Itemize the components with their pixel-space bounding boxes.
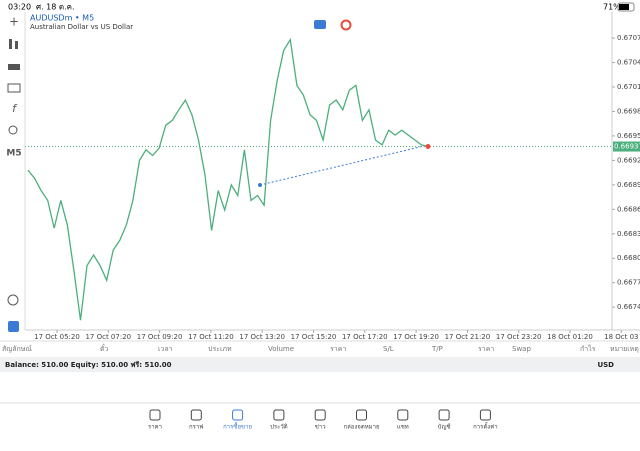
- chart-title: AUDUSDm • M5: [30, 14, 94, 23]
- tab-label[interactable]: ประวัติ: [270, 424, 288, 431]
- tab-icon[interactable]: [232, 409, 244, 421]
- status-battery: 71%: [603, 3, 621, 12]
- last-price-box: [613, 141, 640, 152]
- table-header: ราคา: [330, 345, 346, 353]
- table-header: หมายเหตุ: [610, 345, 639, 353]
- function-tool[interactable]: f: [12, 102, 18, 115]
- x-tick-label: 17 Oct 13:20: [239, 333, 285, 341]
- table-header: กำไร: [580, 344, 596, 353]
- chart-subtitle: Australian Dollar vs US Dollar: [30, 23, 133, 31]
- tab-label[interactable]: ข่าว: [315, 424, 326, 431]
- x-tick-label: 18 Oct 01:20: [547, 333, 593, 341]
- crosshair-tool[interactable]: +: [9, 15, 19, 29]
- table-header: ประเภท: [208, 345, 232, 353]
- objects-tool[interactable]: [8, 125, 18, 135]
- status-time: 03:20: [8, 3, 31, 12]
- table-header: เวลา: [158, 345, 173, 353]
- last-price-label: 0.66937: [614, 143, 640, 151]
- table-header: Volume: [268, 345, 294, 353]
- balance-bar: [0, 357, 640, 372]
- x-tick-label: 17 Oct 19:20: [393, 333, 439, 341]
- tab-icon[interactable]: [190, 409, 202, 421]
- balance-currency: USD: [597, 361, 614, 369]
- tab-label[interactable]: บัญชี: [438, 423, 451, 431]
- one-click-icon[interactable]: [314, 20, 326, 29]
- tab-icon[interactable]: [397, 409, 409, 421]
- table-header: T/P: [431, 345, 443, 353]
- tab-label[interactable]: กราฟ: [189, 424, 203, 431]
- trade-open-point: [258, 183, 262, 187]
- timeframe[interactable]: M5: [6, 149, 21, 159]
- x-tick-label: 17 Oct 05:20: [34, 333, 80, 341]
- candle-tool[interactable]: [9, 39, 12, 49]
- tab-icon[interactable]: [479, 409, 491, 421]
- table-header: Swap: [512, 345, 531, 353]
- tab-icon[interactable]: [149, 409, 161, 421]
- table-header: ตั๋ว: [100, 344, 109, 353]
- y-tick-label: 0.66740: [617, 303, 640, 311]
- tab-label[interactable]: ราคา: [148, 424, 162, 431]
- tab-icon[interactable]: [438, 409, 450, 421]
- indicators-tool[interactable]: [7, 83, 21, 93]
- tab-label[interactable]: กล่องจดหมาย: [343, 424, 379, 431]
- left-toolbar: + f M5: [6, 15, 22, 332]
- bars-tool[interactable]: [8, 64, 20, 70]
- history-tool[interactable]: [7, 294, 19, 306]
- candle-tool-2: [15, 41, 18, 49]
- status-date: ศ. 18 ต.ค.: [36, 3, 75, 12]
- x-tick-label: 17 Oct 15:20: [291, 333, 337, 341]
- x-tick-label: 17 Oct 23:20: [496, 333, 542, 341]
- battery-icon: [617, 2, 635, 12]
- trade-line: [259, 144, 429, 186]
- x-tick-label: 17 Oct 07:20: [85, 333, 131, 341]
- trade-tool[interactable]: [8, 321, 19, 332]
- tab-icon[interactable]: [314, 409, 326, 421]
- battery-level: [619, 4, 629, 10]
- sync-icon[interactable]: [340, 19, 352, 31]
- x-tick-label: 17 Oct 09:20: [137, 333, 183, 341]
- tab-label[interactable]: แชท: [397, 424, 409, 431]
- tab-icon[interactable]: [356, 409, 367, 421]
- last-price-point: [425, 144, 431, 150]
- tab-label[interactable]: การซื้อขาย: [223, 421, 252, 431]
- table-header: สัญลักษณ์: [2, 345, 32, 353]
- x-tick-label: 17 Oct 21:20: [445, 333, 491, 341]
- tab-label[interactable]: การตั้งค่า: [473, 421, 497, 431]
- price-line: [27, 37, 429, 321]
- balance-text: Balance: 510.00 Equity: 510.00 ฟรี: 510.…: [5, 361, 172, 369]
- x-tick-label: 17 Oct 11:20: [188, 333, 234, 341]
- tab-icon[interactable]: [273, 409, 285, 421]
- x-tick-label: 18 Oct 03: [604, 333, 638, 341]
- x-tick-label: 17 Oct 17:20: [342, 333, 388, 341]
- table-header: ราคา: [478, 345, 494, 353]
- table-header: S/L: [383, 345, 394, 353]
